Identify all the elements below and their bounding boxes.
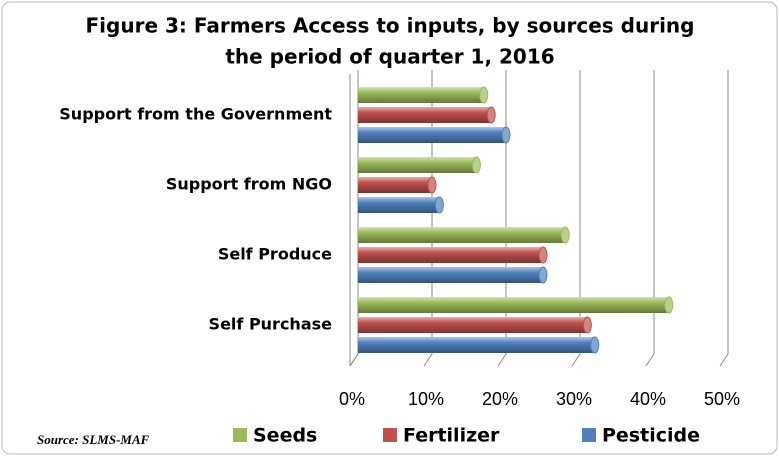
bar-body [358,247,543,263]
bar-cap [590,336,600,354]
bar-body [358,317,588,333]
bar [358,336,600,354]
bar-body [358,127,506,143]
y-tick-label: Support from NGO [166,175,332,194]
bar-body [358,267,543,283]
bar-body [358,197,440,213]
bar [358,126,511,144]
bar [358,86,489,104]
bar [358,176,437,194]
x-tick-label: 0% [339,389,365,409]
bar-body [358,227,566,243]
bar-body [358,337,595,353]
bar-cap [538,266,548,284]
bar-cap [664,296,674,314]
grid-line [719,70,729,367]
bar [358,156,481,174]
x-tick-label: 20% [482,389,518,409]
x-tick-label: 30% [556,389,592,409]
y-tick-label: Self Purchase [209,315,333,334]
bar-cap [471,156,481,174]
bar-cap [560,226,570,244]
source-note: Source: SLMS-MAF [37,432,150,447]
bar-body [358,297,669,313]
bar-cap [538,246,548,264]
chart-title: the period of quarter 1, 2016 [225,45,554,69]
legend-label: Fertilizer [403,425,500,447]
bar [358,106,496,124]
x-tick-label: 50% [704,389,740,409]
y-tick-label: Support from the Government [59,105,332,124]
grid-line [571,70,581,367]
legend-swatch [233,428,247,442]
bar-cap [479,86,489,104]
bar-cap [486,106,496,124]
bar [358,266,548,284]
bar [358,226,570,244]
legend-swatch [383,428,397,442]
grid-line [645,70,655,367]
bar [358,296,674,314]
x-tick-label: 40% [630,389,666,409]
legend-label: Seeds [253,425,317,447]
bar-body [358,157,477,173]
bar [358,316,592,334]
x-tick-label: 10% [408,389,444,409]
legend-swatch [582,428,596,442]
bar-cap [582,316,592,334]
y-tick-label: Self Produce [218,245,332,264]
bar-cap [427,176,437,194]
bar-cap [501,126,511,144]
bar-body [358,87,484,103]
grid-line [497,70,507,367]
bar-body [358,177,432,193]
legend-label: Pesticide [602,425,700,447]
bar-body [358,107,492,123]
bar-cap [434,196,444,214]
bar [358,246,548,264]
chart-title: Figure 3: Farmers Access to inputs, by s… [86,14,695,38]
bar [358,196,444,214]
